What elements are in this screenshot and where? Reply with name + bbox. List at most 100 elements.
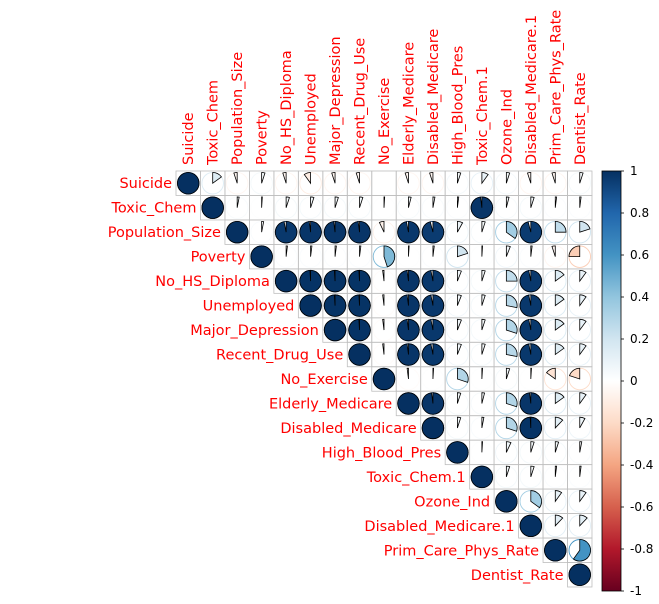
- corr-pie-Suicide-Dentist_Rate: [568, 172, 591, 195]
- corr-pie-Recent_Drug_Use-Dentist_Rate: [568, 343, 591, 366]
- row-label: Disabled_Medicare: [280, 421, 416, 437]
- corr-pie-No_Exercise-Prim_Care_Phys_Rate: [544, 367, 567, 391]
- corr-pie-Elderly_Medicare-Disabled_Medicare: [421, 392, 445, 415]
- corr-pie-Disabled_Medicare.1-Disabled_Medicare.1: [519, 514, 543, 538]
- column-label: Ozone_Ind: [499, 89, 515, 165]
- corr-pie-Population_Size-No_Exercise: [372, 220, 396, 244]
- corr-pie-High_Blood_Pres-Dentist_Rate: [568, 441, 591, 464]
- corr-pie-Elderly_Medicare-Elderly_Medicare: [397, 392, 420, 415]
- corr-pie-Toxic_Chem.1-Disabled_Medicare.1: [519, 465, 543, 489]
- column-label: Disabled_Medicare.1: [524, 15, 540, 165]
- corr-pie-Population_Size-Major_Depression: [323, 220, 347, 244]
- row-labels: Suicide Toxic_Chem Population_Size Poverty N…: [108, 176, 564, 584]
- column-label: Elderly_Medicare: [401, 42, 417, 165]
- corr-pie-Unemployed-Ozone_Ind: [495, 294, 518, 317]
- corr-pie-Poverty-Prim_Care_Phys_Rate: [544, 245, 567, 268]
- corr-pie-Unemployed-Disabled_Medicare.1: [519, 294, 543, 317]
- corr-pie-Suicide-Suicide: [177, 172, 200, 195]
- corr-pie-No_HS_Diploma-Elderly_Medicare: [397, 269, 420, 293]
- corr-pie-Elderly_Medicare-High_Blood_Pres: [446, 392, 469, 415]
- corr-pie-Recent_Drug_Use-No_Exercise: [372, 343, 396, 366]
- row-label: Elderly_Medicare: [269, 396, 392, 412]
- column-label: Unemployed: [304, 73, 320, 165]
- corr-pie-Unemployed-Prim_Care_Phys_Rate: [544, 294, 567, 317]
- corr-pie-High_Blood_Pres-High_Blood_Pres: [446, 441, 469, 464]
- corr-pie-Recent_Drug_Use-Prim_Care_Phys_Rate: [544, 343, 567, 366]
- corr-pie-Unemployed-Recent_Drug_Use: [348, 294, 371, 317]
- corr-pie-Suicide-Disabled_Medicare: [421, 172, 445, 195]
- corr-pie-Toxic_Chem-Unemployed: [299, 196, 322, 219]
- corr-pie-No_Exercise-Ozone_Ind: [495, 367, 518, 391]
- corr-pie-Ozone_Ind-Ozone_Ind: [495, 490, 518, 513]
- corr-pie-Ozone_Ind-Prim_Care_Phys_Rate: [544, 490, 567, 513]
- corr-pie-Dentist_Rate-Dentist_Rate: [568, 563, 591, 586]
- corr-pie-No_Exercise-Toxic_Chem.1: [470, 367, 494, 391]
- corr-pie-Suicide-Ozone_Ind: [495, 172, 518, 195]
- column-label: High_Blood_Pres: [450, 46, 466, 165]
- corr-pie-Suicide-Elderly_Medicare: [397, 172, 420, 195]
- corr-pie-Population_Size-Ozone_Ind: [495, 220, 518, 244]
- corr-pie-Elderly_Medicare-Disabled_Medicare.1: [519, 392, 543, 415]
- corr-pie-Major_Depression-Elderly_Medicare: [397, 318, 420, 342]
- corr-pie-Unemployed-No_Exercise: [372, 294, 396, 317]
- corr-pie-Poverty-Elderly_Medicare: [397, 245, 420, 268]
- corr-pie-Toxic_Chem-Prim_Care_Phys_Rate: [544, 196, 567, 219]
- row-label: Unemployed: [203, 299, 295, 315]
- corr-pie-Prim_Care_Phys_Rate-Dentist_Rate: [568, 539, 591, 562]
- corr-pie-No_Exercise-Dentist_Rate: [568, 367, 591, 391]
- corr-pie-Disabled_Medicare.1-Prim_Care_Phys_Rate: [544, 514, 567, 538]
- row-label: Disabled_Medicare.1: [364, 519, 514, 535]
- corr-pie-Unemployed-Major_Depression: [323, 294, 347, 317]
- corr-pie-Toxic_Chem-Toxic_Chem.1: [470, 196, 494, 219]
- row-label: Recent_Drug_Use: [216, 348, 343, 364]
- corr-pie-Population_Size-Population_Size: [225, 220, 249, 244]
- corr-pie-Poverty-Major_Depression: [323, 245, 347, 268]
- corr-pie-Population_Size-Toxic_Chem.1: [470, 220, 494, 244]
- column-label: Recent_Drug_Use: [353, 38, 369, 165]
- corr-pie-No_HS_Diploma-Recent_Drug_Use: [348, 269, 371, 293]
- corr-pie-Toxic_Chem-Recent_Drug_Use: [348, 196, 371, 219]
- colorbar: 1 0.8 0.6 0.4 0.2 0 -0.2 -0.4 -0.6 -0.8 -1: [601, 164, 653, 598]
- row-label: No_Exercise: [280, 372, 367, 388]
- corr-pie-No_Exercise-Elderly_Medicare: [397, 367, 420, 391]
- row-label: Poverty: [191, 250, 246, 266]
- colorbar-tick-label: -1: [630, 584, 642, 598]
- corr-pie-No_HS_Diploma-No_Exercise: [372, 269, 396, 293]
- column-label: Poverty: [255, 110, 271, 165]
- corr-pie-Poverty-Disabled_Medicare: [421, 245, 445, 268]
- row-label: Toxic_Chem: [110, 201, 196, 217]
- corr-pie-Population_Size-Disabled_Medicare.1: [519, 220, 543, 244]
- row-label: Suicide: [119, 176, 172, 192]
- row-label: Toxic_Chem.1: [366, 470, 466, 486]
- corr-pie-Recent_Drug_Use-Disabled_Medicare.1: [519, 343, 543, 366]
- corr-pie-Toxic_Chem-Poverty: [250, 196, 273, 219]
- corr-pie-No_Exercise-No_Exercise: [372, 367, 396, 391]
- corr-pie-Population_Size-Unemployed: [299, 220, 322, 244]
- corr-pie-Unemployed-Dentist_Rate: [568, 294, 591, 317]
- corr-pie-Population_Size-Recent_Drug_Use: [348, 220, 371, 244]
- corr-pie-Elderly_Medicare-Dentist_Rate: [568, 392, 591, 415]
- corr-pie-Suicide-Disabled_Medicare.1: [519, 172, 543, 195]
- corr-pie-Recent_Drug_Use-Disabled_Medicare: [421, 343, 445, 366]
- corr-pie-Suicide-Poverty: [250, 172, 273, 195]
- corr-pie-Recent_Drug_Use-Recent_Drug_Use: [348, 343, 371, 366]
- corr-pie-Disabled_Medicare-High_Blood_Pres: [446, 416, 469, 440]
- corr-pie-Population_Size-Dentist_Rate: [568, 220, 591, 244]
- corr-pie-No_HS_Diploma-Toxic_Chem.1: [470, 269, 494, 293]
- corr-pie-Disabled_Medicare-Ozone_Ind: [495, 416, 518, 440]
- grid-layer: [175, 170, 593, 588]
- row-label: Population_Size: [108, 225, 221, 241]
- corr-pie-Ozone_Ind-Disabled_Medicare.1: [519, 490, 543, 513]
- corr-pie-Toxic_Chem.1-Ozone_Ind: [495, 465, 518, 489]
- corr-pie-Poverty-High_Blood_Pres: [446, 245, 469, 268]
- corr-pie-No_Exercise-High_Blood_Pres: [446, 367, 469, 391]
- corr-pie-Poverty-Recent_Drug_Use: [348, 245, 371, 268]
- corr-pie-Population_Size-High_Blood_Pres: [446, 220, 469, 244]
- column-label: Dentist_Rate: [573, 72, 589, 165]
- corr-pie-Recent_Drug_Use-Toxic_Chem.1: [470, 343, 494, 366]
- corr-pie-No_Exercise-Disabled_Medicare.1: [519, 367, 543, 391]
- corr-pie-No_HS_Diploma-Dentist_Rate: [568, 269, 591, 293]
- corr-pie-No_HS_Diploma-Ozone_Ind: [495, 269, 518, 293]
- corr-pie-Unemployed-Unemployed: [299, 294, 322, 317]
- corr-pie-Suicide-Recent_Drug_Use: [348, 172, 371, 195]
